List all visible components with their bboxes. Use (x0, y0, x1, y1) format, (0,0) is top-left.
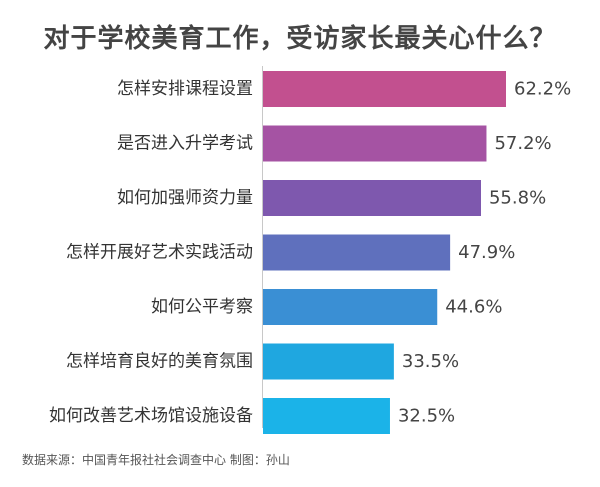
bar (263, 343, 394, 380)
category-label: 如何改善艺术场馆设施设备 (49, 406, 253, 426)
category-label: 是否进入升学考试 (117, 134, 253, 154)
bars-layer: 怎样安排课程设置 62.2% 是否进入升学考试 57.2% 如何加强师资力量 55.8% 怎… (49, 71, 571, 434)
category-label: 怎样开展好艺术实践活动 (66, 243, 253, 263)
bar (263, 289, 438, 325)
category-label: 怎样培育良好的美育氛围 (66, 352, 253, 372)
value-label: 47.9% (458, 242, 515, 263)
bar (263, 398, 390, 434)
chart-title: 对于学校美育工作，受访家长最关心什么？ (43, 24, 557, 54)
bar (263, 125, 487, 162)
value-label: 32.5% (398, 406, 455, 427)
bar (263, 180, 481, 216)
bar (263, 71, 506, 107)
value-label: 62.2% (514, 79, 571, 100)
value-label: 55.8% (489, 188, 546, 209)
category-label: 如何加强师资力量 (117, 188, 253, 208)
value-label: 33.5% (402, 351, 459, 372)
value-label: 57.2% (494, 133, 551, 154)
value-label: 44.6% (445, 297, 502, 318)
category-label: 如何公平考察 (151, 297, 253, 317)
bar (263, 234, 451, 271)
category-label: 怎样安排课程设置 (117, 79, 253, 99)
chart-source-note: 数据来源：中国青年报社社会调查中心 制图：孙山 (22, 453, 290, 467)
